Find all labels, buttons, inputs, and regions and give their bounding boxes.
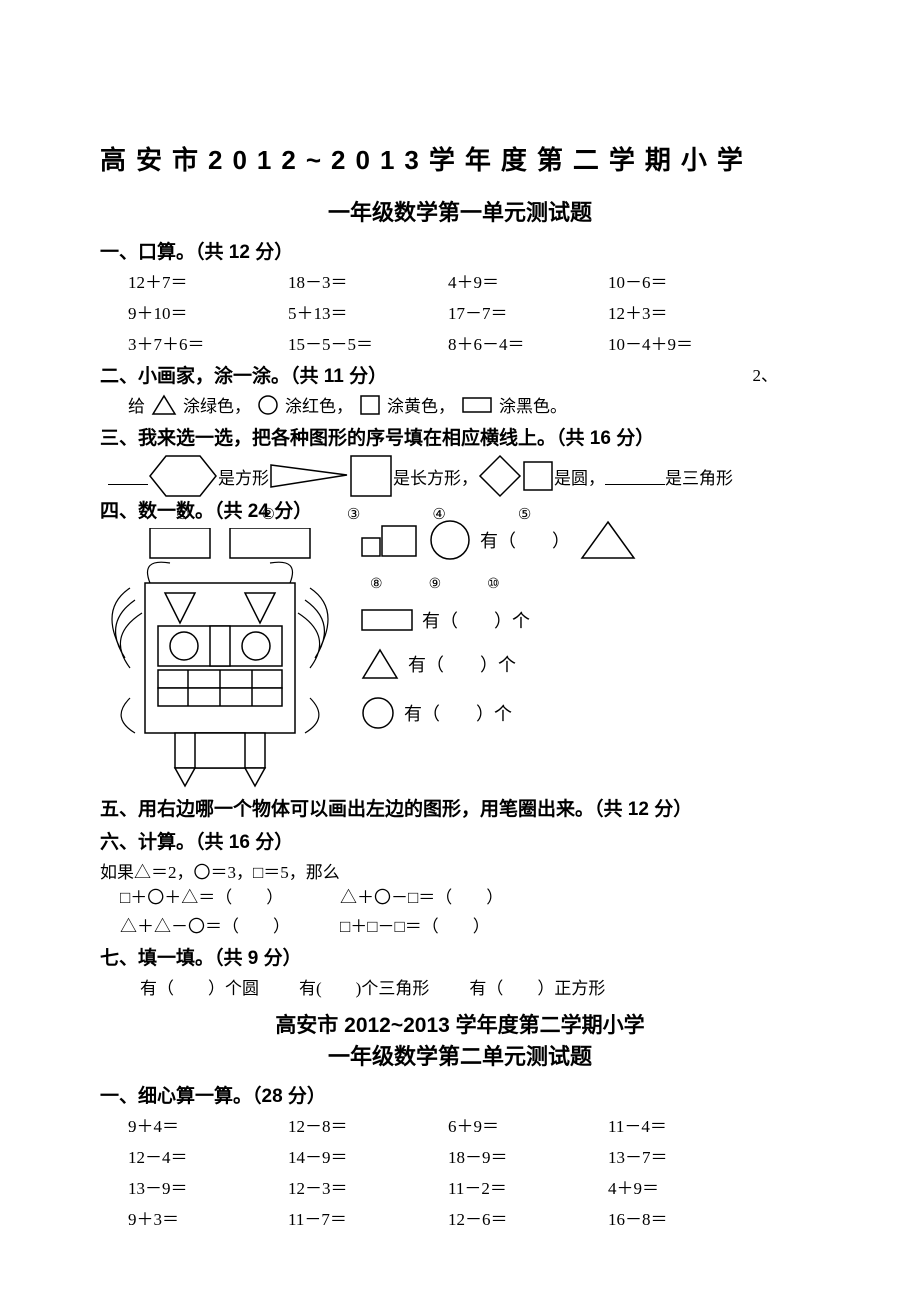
calc-cell: 18－3＝ xyxy=(288,268,428,293)
calc-cell: 12＋3＝ xyxy=(608,299,748,324)
s5-heading: 五、用右边哪一个物体可以画出左边的图形，用笔圈出来。（共 12 分） xyxy=(100,794,820,821)
idx: ⑨ xyxy=(429,576,442,593)
calc-cell: 3＋7＋6＝ xyxy=(128,330,268,355)
lion-figure-icon xyxy=(100,528,340,788)
title-sub-2: 一年级数学第二单元测试题 xyxy=(100,1039,820,1071)
s3-indices: ① ② ③ ④ ⑤ xyxy=(176,505,820,524)
calc-cell: 12＋7＝ xyxy=(128,268,268,293)
title-sub: 一年级数学第一单元测试题 xyxy=(100,195,820,227)
s1-heading: 一、口算。（共 12 分） xyxy=(100,237,820,264)
s2-circ-label: 涂红色， xyxy=(285,392,353,417)
title-main: 高安市2012~2013学年度第二学期小学 xyxy=(100,140,820,177)
s2-heading: 二、小画家，涂一涂。（共 11 分） xyxy=(100,361,820,388)
s2-tri-label: 涂绿色， xyxy=(183,392,251,417)
s6-grid: □＋〇＋△＝（ ） △＋〇－□＝（ ） △＋△－〇＝（ ） □＋□－□＝（ ） xyxy=(120,883,820,937)
long-triangle-icon xyxy=(269,463,349,489)
idx: ① xyxy=(176,505,189,524)
s6-heading: 六、计算。（共 16 分） xyxy=(100,827,820,854)
rectangle-icon xyxy=(461,395,493,415)
circle-icon xyxy=(360,695,396,731)
calc-cell: 11－4＝ xyxy=(608,1112,748,1137)
eq: □＋〇＋△＝（ ） xyxy=(120,883,340,908)
calc-cell: 4＋9＝ xyxy=(448,268,588,293)
eq: △＋△－〇＝（ ） xyxy=(120,912,340,937)
s7-item: 有( )个三角形 xyxy=(299,974,429,999)
s1b-grid: 9＋4＝ 12－8＝ 6＋9＝ 11－4＝ 12－4＝ 14－9＝ 18－9＝ … xyxy=(128,1112,820,1230)
calc-cell: 8＋6－4＝ xyxy=(448,330,588,355)
title-main-2: 高安市 2012~2013 学年度第二学期小学 xyxy=(100,1009,820,1039)
idx: ⑧ xyxy=(370,576,383,593)
s3-row: 是方形 是长方形， 是圆， 是三角形 xyxy=(108,454,820,498)
square-icon xyxy=(359,394,381,416)
s2-rect-label: 涂黑色。 xyxy=(499,392,567,417)
s2-prefix: 给 xyxy=(128,392,145,417)
s2-sq-label: 涂黄色， xyxy=(387,392,455,417)
triangle-icon xyxy=(151,394,177,416)
rectangle-icon xyxy=(360,608,414,632)
s7-row: 有（ ）个圆 有( )个三角形 有（ ）正方形 xyxy=(140,974,820,999)
calc-cell: 13－9＝ xyxy=(128,1174,268,1199)
calc-cell: 10－4＋9＝ xyxy=(608,330,748,355)
idx: ⑤ xyxy=(518,505,531,524)
idx: ② xyxy=(261,505,274,524)
s3-circ-label: 是圆， xyxy=(554,464,605,489)
blank xyxy=(605,467,665,485)
s1-grid: 12＋7＝ 18－3＝ 4＋9＝ 10－6＝ 9＋10＝ 5＋13＝ 17－7＝… xyxy=(128,268,820,355)
calc-cell: 11－2＝ xyxy=(448,1174,588,1199)
count-label: 有（ ）个 xyxy=(408,651,516,677)
s3-tri-label: 是三角形 xyxy=(665,464,733,489)
circle-icon xyxy=(257,394,279,416)
hexagon-icon xyxy=(148,454,218,498)
calc-cell: 15－5－5＝ xyxy=(288,330,428,355)
s3-sq-label: 是方形 xyxy=(218,464,269,489)
count-label: 有（ ）个 xyxy=(404,700,512,726)
calc-cell: 6＋9＝ xyxy=(448,1112,588,1137)
idx: ④ xyxy=(432,505,445,524)
shape-count-list: 有（ ） ⑧ ⑨ ⑩ 有（ ）个 有（ ）个 有（ ）个 xyxy=(360,518,638,731)
calc-cell: 11－7＝ xyxy=(288,1205,428,1230)
s7-item: 有（ ）正方形 xyxy=(469,974,605,999)
calc-cell: 9＋3＝ xyxy=(128,1205,268,1230)
calc-cell: 9＋4＝ xyxy=(128,1112,268,1137)
eq: □＋□－□＝（ ） xyxy=(340,912,560,937)
s2-line: 给 涂绿色， 涂红色， 涂黄色， 涂黑色。 xyxy=(128,392,820,417)
triangle-icon xyxy=(360,647,400,681)
triangle-icon xyxy=(578,518,638,562)
calc-cell: 10－6＝ xyxy=(608,268,748,293)
small-square-icon xyxy=(522,460,554,492)
square-shape-icon xyxy=(349,454,393,498)
s1b-heading: 一、细心算一算。（28 分） xyxy=(100,1081,820,1108)
circle-icon xyxy=(428,518,472,562)
calc-cell: 12－8＝ xyxy=(288,1112,428,1137)
calc-cell: 12－4＝ xyxy=(128,1143,268,1168)
diamond-icon xyxy=(478,454,522,498)
calc-cell: 17－7＝ xyxy=(448,299,588,324)
count-label: 有（ ）个 xyxy=(422,607,530,633)
count-label: 有（ ） xyxy=(480,527,570,553)
s3-rect-label: 是长方形， xyxy=(393,464,478,489)
idx: ⑩ xyxy=(487,576,500,593)
calc-cell: 5＋13＝ xyxy=(288,299,428,324)
s3-heading: 三、我来选一选，把各种图形的序号填在相应横线上。（共 16 分） xyxy=(100,423,820,450)
calc-cell: 12－6＝ xyxy=(448,1205,588,1230)
calc-cell: 4＋9＝ xyxy=(608,1174,748,1199)
blank xyxy=(108,467,148,485)
calc-cell: 16－8＝ xyxy=(608,1205,748,1230)
s6-premise: 如果△＝2，〇＝3，□＝5，那么 xyxy=(100,858,820,883)
calc-cell: 18－9＝ xyxy=(448,1143,588,1168)
calc-cell: 12－3＝ xyxy=(288,1174,428,1199)
s2-right-note: 2、 xyxy=(753,361,779,386)
s7-heading: 七、填一填。（共 9 分） xyxy=(100,943,820,970)
idx: ③ xyxy=(347,505,360,524)
s7-item: 有（ ）个圆 xyxy=(140,974,259,999)
eq: △＋〇－□＝（ ） xyxy=(340,883,560,908)
combo-square-rect-icon xyxy=(360,520,420,560)
calc-cell: 9＋10＝ xyxy=(128,299,268,324)
calc-cell: 14－9＝ xyxy=(288,1143,428,1168)
calc-cell: 13－7＝ xyxy=(608,1143,748,1168)
